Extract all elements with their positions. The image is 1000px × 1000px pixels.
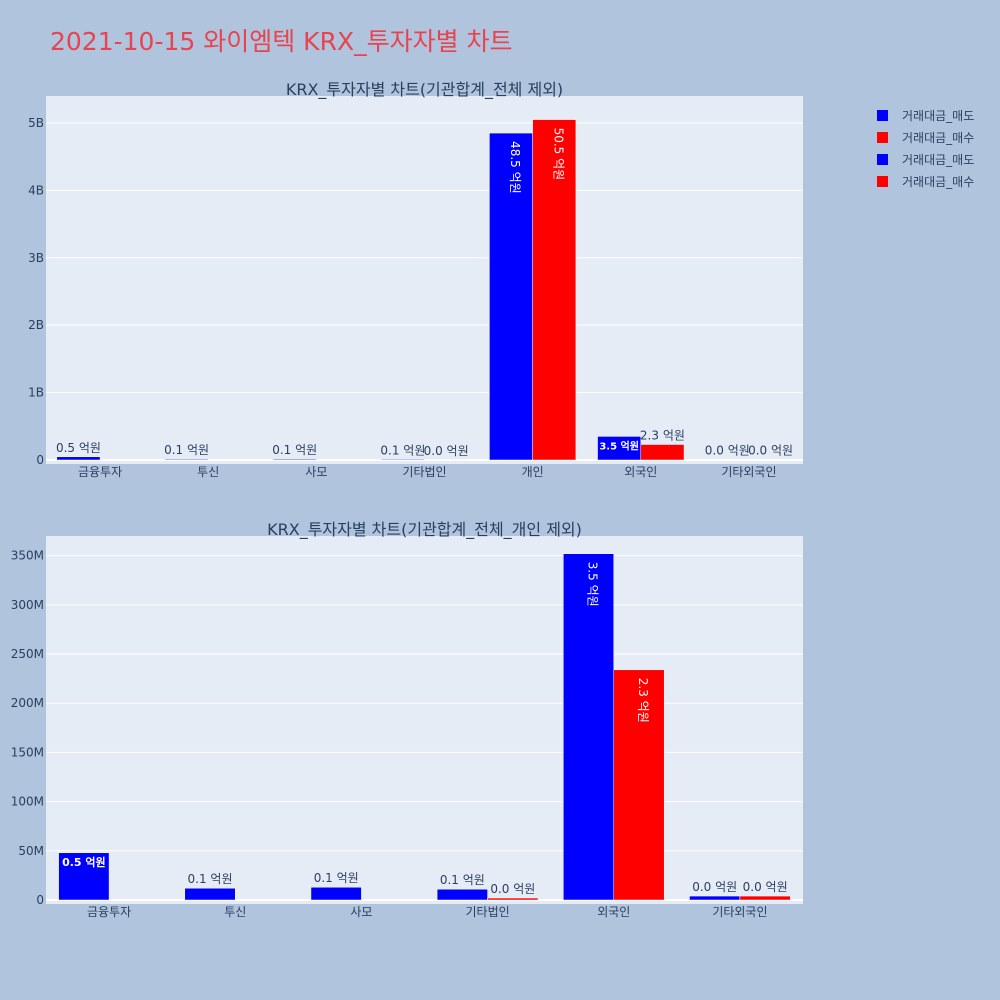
- y-tick-label: 300M: [11, 598, 44, 612]
- y-tick-label: 200M: [11, 696, 44, 710]
- data-label: 0.0 억원: [743, 880, 788, 894]
- data-label: 0.1 억원: [188, 872, 233, 886]
- data-label: 0.0 억원: [705, 444, 750, 458]
- data-label: 0.0 억원: [424, 444, 469, 458]
- y-tick-label: 4B: [28, 183, 44, 197]
- legend-swatch: [877, 131, 888, 143]
- data-label: 0.1 억원: [380, 443, 425, 457]
- x-tick-label: 금융투자: [87, 905, 131, 919]
- bar-sell: [310, 886, 362, 901]
- data-label: 50.5 억원: [551, 128, 565, 181]
- y-tick-label: 50M: [18, 844, 44, 858]
- y-tick-label: 3B: [28, 251, 44, 265]
- x-tick-label: 개인: [522, 465, 544, 479]
- data-label: 0.1 억원: [164, 443, 209, 457]
- legend-label: 거래대금_매수: [902, 174, 975, 189]
- x-tick-label: 기타법인: [402, 465, 446, 479]
- x-tick-label: 사모: [305, 465, 327, 479]
- legend-swatch: [877, 153, 888, 165]
- x-tick-label: 외국인: [597, 905, 630, 919]
- data-label: 2.3 억원: [640, 428, 685, 442]
- y-tick-label: 250M: [11, 647, 44, 661]
- y-tick-label: 2B: [28, 318, 44, 332]
- y-tick-label: 5B: [28, 116, 44, 130]
- legend-item[interactable]: 거래대금_매수: [870, 170, 974, 192]
- x-tick-label: 기타법인: [465, 905, 509, 919]
- x-tick-label: 투신: [197, 465, 219, 479]
- data-label: 0.0 억원: [748, 444, 793, 458]
- bar-sell: [689, 895, 741, 901]
- y-tick-label: 1B: [28, 386, 44, 400]
- plot-area: [46, 536, 803, 904]
- data-label: 0.5 억원: [56, 441, 101, 455]
- y-tick-label: 0: [36, 453, 44, 467]
- chart-1: 0 1B 2B 3B 4B 5B KRX_투자자별 차트(기관합계_전체 제외) 금융투자 0.…: [28, 80, 803, 479]
- x-tick-label: 금융투자: [78, 465, 122, 479]
- bar-sell: [184, 887, 236, 901]
- legend-item[interactable]: 거래대금_매도: [870, 104, 974, 126]
- bar-buy: [532, 119, 577, 461]
- x-tick-label: 외국인: [624, 465, 657, 479]
- y-tick-label: 350M: [11, 549, 44, 563]
- bar-sell: [56, 456, 101, 461]
- bar-buy: [613, 669, 665, 901]
- legend-label: 거래대금_매도: [902, 108, 975, 123]
- y-tick-label: 100M: [11, 795, 44, 809]
- bar-sell: [58, 852, 110, 901]
- data-label: 0.1 억원: [314, 871, 359, 885]
- legend-swatch: [877, 175, 888, 187]
- bar-buy: [487, 897, 539, 901]
- chart-title: KRX_투자자별 차트(기관합계_전체_개인 제외): [267, 520, 582, 540]
- legend-label: 거래대금_매수: [902, 130, 975, 145]
- bar-sell: [164, 458, 209, 461]
- chart-title: KRX_투자자별 차트(기관합계_전체 제외): [286, 80, 563, 100]
- bar-sell: [380, 459, 425, 461]
- data-label: 0.0 억원: [490, 882, 535, 896]
- data-label: 0.1 억원: [440, 873, 485, 887]
- y-tick-label: 150M: [11, 745, 44, 759]
- bar-sell: [436, 888, 488, 901]
- bar-buy: [640, 444, 685, 461]
- x-tick-label: 투신: [224, 905, 246, 919]
- legend-swatch: [877, 109, 888, 121]
- data-label: 3.5 억원: [586, 562, 600, 607]
- legend-label: 거래대금_매도: [902, 152, 975, 167]
- plot-area: [46, 96, 803, 464]
- x-tick-label: 사모: [350, 905, 372, 919]
- data-label: 48.5 억원: [508, 141, 522, 194]
- x-tick-label: 기타외국인: [721, 465, 776, 479]
- data-label: 0.5 억원: [62, 855, 106, 869]
- legend: 거래대금_매도 거래대금_매수 거래대금_매도 거래대금_매수: [870, 104, 974, 192]
- chart-2: 0 50M 100M 150M 200M 250M 300M 350M KRX_투자자별 차트(…: [11, 520, 803, 919]
- data-label: 0.1 억원: [272, 443, 317, 457]
- data-label: 3.5 억원: [599, 439, 639, 452]
- bar-sell: [563, 553, 614, 901]
- page-title: 2021-10-15 와이엠텍 KRX_투자자별 차트: [50, 27, 513, 56]
- bar-buy: [739, 895, 791, 901]
- data-label: 2.3 억원: [636, 678, 650, 723]
- legend-item[interactable]: 거래대금_매수: [870, 126, 974, 148]
- data-label: 0.0 억원: [692, 880, 737, 894]
- bar-sell: [272, 458, 317, 461]
- y-tick-label: 0: [36, 893, 44, 907]
- legend-item[interactable]: 거래대금_매도: [870, 148, 974, 170]
- x-tick-label: 기타외국인: [712, 905, 767, 919]
